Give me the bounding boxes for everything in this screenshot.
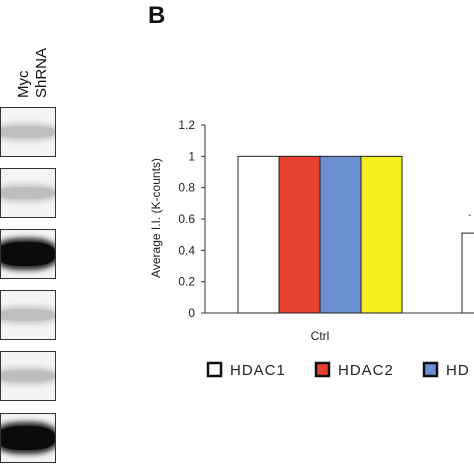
blot-band [1, 126, 55, 138]
legend-label-3: HD [446, 362, 470, 379]
y-tick-label: 1 [188, 149, 195, 163]
legend-swatch-2 [314, 361, 331, 378]
blot-band [1, 309, 55, 321]
bar-HDAC2-Ctrl [278, 155, 321, 314]
bar-HDAC3-Ctrl [319, 155, 362, 314]
blot-lane-6 [0, 413, 56, 463]
y-tick-label: 0.4 [178, 243, 195, 257]
legend-swatch-3 [422, 361, 439, 378]
x-category-label: Ctrl [311, 329, 330, 343]
blot-lane-2 [0, 168, 56, 218]
chart-legend: HDAC1 HDAC2 HD [206, 361, 470, 379]
blot-band [1, 426, 55, 450]
bar-HDAC1-Ctrl [237, 155, 280, 314]
blot-band [1, 187, 55, 199]
legend-label-1: HDAC1 [230, 362, 286, 379]
blot-lane-1 [0, 107, 56, 157]
blot-lane-4 [0, 290, 56, 340]
blot-lane-5 [0, 351, 56, 401]
y-tick-label: 0.6 [178, 212, 195, 226]
blot-band [1, 242, 55, 266]
y-tick-label: 1.2 [178, 118, 195, 132]
bar-series4-Ctrl [360, 155, 403, 314]
chart-ticks: 0 0.2 0.4 0.6 0.8 1 1.2 Ctrl - [178, 118, 471, 343]
blot-band [1, 370, 55, 382]
y-tick-label: 0 [188, 306, 195, 320]
clipped-annotation-mark: - [468, 210, 471, 221]
blot-lane-3 [0, 229, 56, 279]
y-axis-label: Average I.I. (K-counts) [149, 158, 163, 278]
y-tick-label: 0.2 [178, 275, 195, 289]
chart-bars [237, 155, 474, 314]
bar-HDAC3-group2 [461, 232, 474, 314]
panel-b-letter: B [148, 2, 166, 29]
legend-label-2: HDAC2 [338, 362, 394, 379]
y-tick-label: 0.8 [178, 181, 195, 195]
legend-swatch-1 [206, 361, 223, 378]
